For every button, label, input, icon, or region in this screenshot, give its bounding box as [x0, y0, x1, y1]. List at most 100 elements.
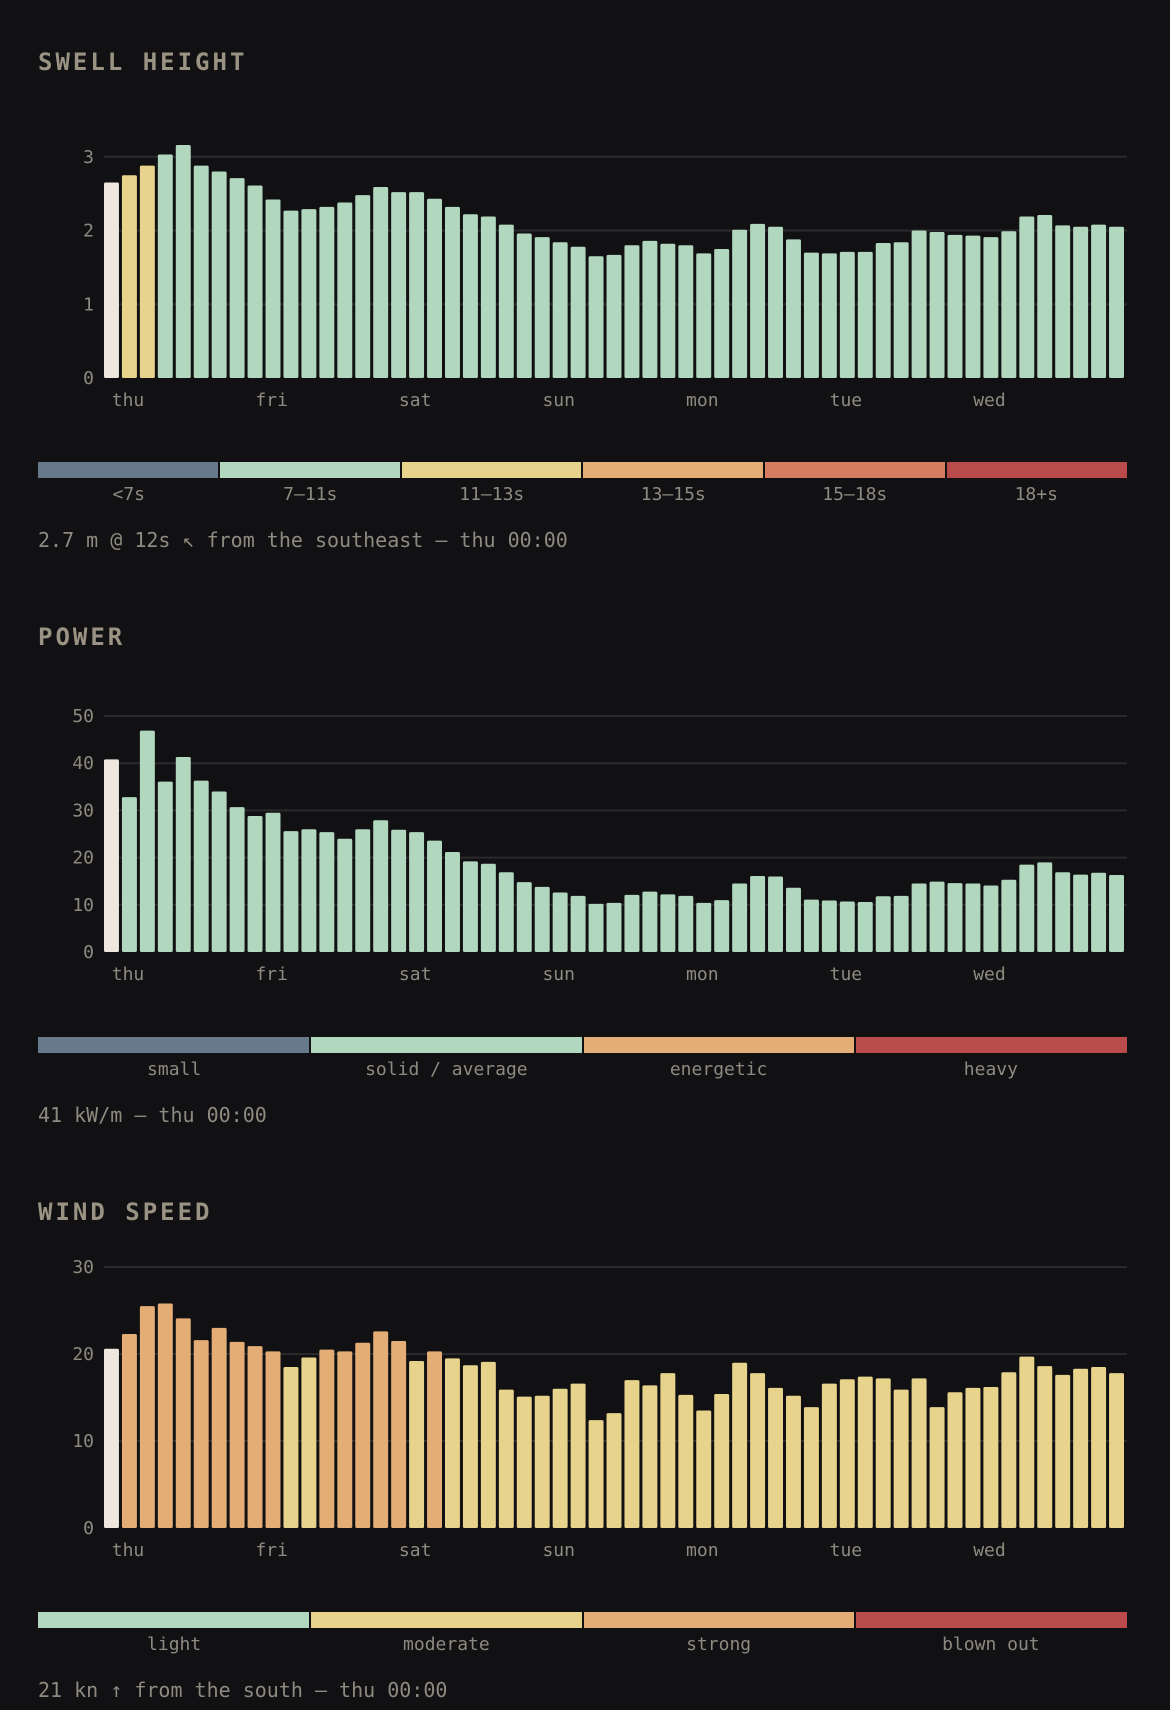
bar[interactable] [247, 816, 263, 952]
bar[interactable] [516, 882, 532, 952]
bar[interactable] [211, 1327, 227, 1528]
bar[interactable] [660, 243, 676, 378]
bar[interactable] [570, 1383, 586, 1528]
bar[interactable] [498, 224, 514, 378]
bar[interactable] [1037, 215, 1053, 378]
bar[interactable] [139, 730, 155, 952]
bar[interactable] [1001, 1372, 1017, 1528]
bar[interactable] [139, 165, 155, 378]
bar[interactable] [373, 820, 389, 952]
bar[interactable] [1019, 864, 1035, 952]
bar[interactable] [427, 198, 442, 378]
bar[interactable] [965, 883, 981, 952]
bar[interactable] [660, 1373, 676, 1528]
bar[interactable] [211, 171, 227, 379]
bar[interactable] [534, 237, 550, 378]
bar[interactable] [1037, 862, 1053, 952]
bar[interactable] [911, 1378, 927, 1528]
bar[interactable] [803, 1407, 819, 1528]
bar[interactable] [516, 1396, 532, 1528]
bar[interactable] [355, 195, 371, 378]
bar[interactable] [714, 900, 730, 952]
bar[interactable] [1019, 216, 1035, 378]
bar[interactable] [857, 901, 873, 952]
wind-speed-chart[interactable]: 0 10 20 30 thu fri sat sun mon tue wed [0, 1250, 1170, 1570]
bar[interactable] [552, 242, 568, 378]
bar[interactable] [265, 199, 281, 378]
bar[interactable] [732, 1362, 748, 1528]
bar[interactable] [1091, 1367, 1107, 1528]
bar[interactable] [480, 863, 496, 952]
bar[interactable] [229, 1341, 245, 1528]
bar[interactable] [427, 840, 442, 952]
bar[interactable] [821, 900, 837, 952]
bar[interactable] [786, 1395, 801, 1528]
bar[interactable] [947, 1392, 963, 1528]
bar[interactable] [175, 144, 191, 378]
bar[interactable] [409, 832, 425, 952]
bar[interactable] [301, 209, 317, 378]
bar[interactable] [552, 892, 568, 952]
bar[interactable] [875, 896, 891, 952]
bar[interactable] [947, 883, 963, 952]
bar[interactable] [1019, 1356, 1035, 1528]
bar[interactable] [660, 894, 676, 952]
bar[interactable] [498, 872, 514, 952]
bar[interactable] [193, 165, 209, 378]
bar[interactable] [803, 252, 819, 379]
bar[interactable] [193, 780, 209, 952]
bar[interactable] [1055, 872, 1071, 952]
bar[interactable] [642, 891, 658, 952]
bar-selected[interactable] [104, 182, 119, 378]
bar[interactable] [1109, 1373, 1124, 1528]
bar[interactable] [427, 1351, 442, 1528]
bar[interactable] [391, 1340, 407, 1528]
bar[interactable] [588, 903, 604, 952]
bar[interactable] [229, 178, 245, 378]
bar[interactable] [786, 239, 801, 378]
bar[interactable] [480, 216, 496, 378]
bar[interactable] [929, 231, 945, 378]
bar[interactable] [157, 781, 173, 952]
bar[interactable] [624, 1380, 640, 1528]
bar-selected[interactable] [104, 759, 119, 952]
bar[interactable] [1091, 872, 1107, 952]
bar[interactable] [373, 1331, 389, 1528]
bar[interactable] [193, 1340, 209, 1528]
bar[interactable] [732, 883, 748, 952]
bar[interactable] [337, 838, 353, 952]
bar[interactable] [857, 251, 873, 378]
bar[interactable] [875, 243, 891, 378]
bar[interactable] [355, 829, 371, 952]
bar[interactable] [911, 230, 927, 379]
bar[interactable] [768, 1387, 783, 1528]
bar[interactable] [516, 233, 532, 378]
bar[interactable] [498, 1389, 514, 1528]
bar[interactable] [534, 886, 550, 952]
bar[interactable] [696, 1410, 712, 1528]
bar[interactable] [642, 240, 658, 378]
bar[interactable] [624, 894, 640, 952]
bar[interactable] [624, 245, 640, 378]
bar[interactable] [445, 206, 460, 378]
bar[interactable] [875, 1378, 891, 1528]
bar[interactable] [786, 887, 801, 952]
bar[interactable] [606, 254, 622, 378]
bar[interactable] [462, 214, 478, 378]
bar[interactable] [409, 1360, 425, 1528]
bar[interactable] [157, 154, 173, 378]
bar[interactable] [678, 895, 694, 952]
bar[interactable] [283, 831, 299, 952]
bar[interactable] [1109, 875, 1124, 952]
bar[interactable] [247, 1346, 263, 1528]
bar[interactable] [983, 1387, 999, 1528]
bar[interactable] [768, 876, 783, 952]
bar[interactable] [283, 210, 299, 378]
bar[interactable] [929, 881, 945, 952]
bar[interactable] [1055, 225, 1071, 378]
bar[interactable] [139, 1306, 155, 1528]
bar[interactable] [157, 1303, 173, 1528]
bar[interactable] [1001, 879, 1017, 952]
bar[interactable] [929, 1407, 945, 1528]
bar[interactable] [911, 883, 927, 952]
